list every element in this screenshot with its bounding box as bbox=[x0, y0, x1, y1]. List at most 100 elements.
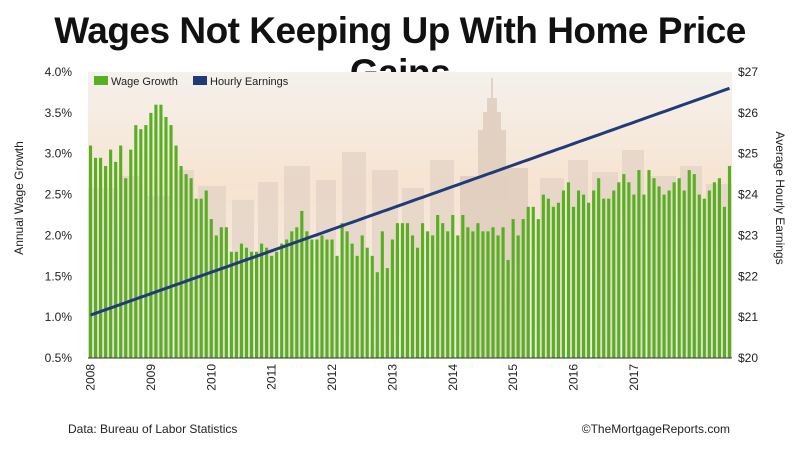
wage-growth-bar bbox=[556, 202, 560, 358]
wage-growth-bar bbox=[456, 235, 460, 358]
wage-growth-bar bbox=[244, 247, 249, 358]
wage-growth-bar bbox=[717, 178, 721, 358]
wage-growth-bar bbox=[627, 182, 631, 358]
wage-growth-bar bbox=[491, 227, 495, 358]
x-tick-label: 2013 bbox=[385, 364, 399, 391]
wage-growth-bar bbox=[340, 223, 344, 358]
wage-growth-bar bbox=[109, 149, 113, 358]
wage-growth-bar bbox=[551, 206, 555, 358]
wage-growth-bar bbox=[652, 178, 656, 358]
wage-growth-bars bbox=[88, 104, 732, 358]
wage-growth-bar bbox=[421, 223, 425, 358]
wage-growth-bar bbox=[722, 206, 727, 358]
wage-growth-bar bbox=[516, 235, 520, 358]
wage-growth-bar bbox=[184, 174, 188, 358]
wage-growth-bar bbox=[441, 223, 445, 358]
x-tick-label: 2008 bbox=[84, 364, 98, 391]
wage-growth-bar bbox=[571, 206, 576, 358]
wage-growth-bar bbox=[712, 182, 716, 358]
wage-growth-bar bbox=[234, 251, 238, 358]
wage-growth-bar bbox=[405, 223, 410, 358]
wage-growth-bar bbox=[597, 178, 601, 358]
y2-axis-label: Average Hourly Earnings bbox=[773, 131, 787, 264]
wage-growth-bar bbox=[672, 182, 676, 358]
wage-growth-bar bbox=[335, 255, 339, 358]
wage-growth-bar bbox=[561, 190, 566, 358]
x-tick-label: 2011 bbox=[265, 364, 279, 390]
wage-growth-bar bbox=[622, 174, 626, 358]
wage-growth-bar bbox=[144, 125, 148, 358]
wage-growth-bar bbox=[647, 170, 651, 358]
y2-tick-label: $26 bbox=[738, 106, 758, 120]
wage-growth-bar bbox=[275, 251, 279, 358]
wage-growth-bar bbox=[531, 206, 535, 358]
wage-growth-bar bbox=[496, 235, 500, 358]
wage-growth-bar bbox=[315, 239, 319, 358]
wage-growth-bar bbox=[209, 219, 213, 358]
wage-growth-bar bbox=[134, 125, 138, 358]
wage-growth-bar bbox=[310, 239, 314, 358]
wage-growth-bar bbox=[476, 223, 480, 358]
y-tick-label: 2.5% bbox=[45, 188, 73, 202]
y2-tick-label: $23 bbox=[738, 228, 758, 242]
wage-growth-bar bbox=[486, 231, 490, 358]
wage-growth-bar bbox=[541, 194, 545, 358]
x-tick-label: 2015 bbox=[506, 364, 520, 391]
y-axis-label: Annual Wage Growth bbox=[12, 141, 26, 255]
wage-growth-bar bbox=[546, 198, 550, 358]
wage-growth-bar bbox=[390, 239, 394, 358]
wage-growth-bar bbox=[149, 112, 153, 358]
wage-growth-bar bbox=[632, 194, 636, 358]
y2-tick-label: $27 bbox=[738, 65, 758, 79]
y-tick-label: 2.0% bbox=[45, 228, 73, 242]
x-tick-label: 2016 bbox=[567, 364, 581, 391]
wage-growth-bar bbox=[270, 255, 274, 358]
wage-growth-bar bbox=[662, 194, 666, 358]
wage-growth-bar bbox=[426, 231, 430, 358]
wage-growth-bar bbox=[280, 243, 284, 358]
wage-growth-bar bbox=[587, 202, 591, 358]
wage-growth-bar bbox=[612, 190, 616, 358]
wage-growth-bar bbox=[687, 170, 691, 358]
wage-growth-bar bbox=[400, 223, 405, 358]
wage-growth-bar bbox=[219, 227, 223, 358]
wage-growth-bar bbox=[501, 227, 505, 358]
wage-growth-bar bbox=[325, 239, 329, 358]
wage-growth-bar bbox=[592, 190, 596, 358]
wage-growth-bar bbox=[164, 116, 168, 358]
wage-growth-bar bbox=[461, 215, 465, 358]
wage-growth-bar bbox=[159, 104, 163, 358]
legend: Wage Growth Hourly Earnings bbox=[94, 76, 289, 88]
wage-growth-bar bbox=[602, 198, 606, 358]
wage-growth-bar bbox=[330, 239, 334, 358]
wage-growth-bar bbox=[229, 251, 233, 358]
legend-label-hourly-earnings: Hourly Earnings bbox=[210, 76, 289, 88]
wage-growth-bar bbox=[521, 219, 525, 358]
y-tick-label: 3.5% bbox=[45, 106, 73, 120]
wage-growth-bar bbox=[436, 215, 440, 358]
wage-growth-bar bbox=[707, 190, 711, 358]
wage-growth-bar bbox=[431, 235, 435, 358]
wage-growth-bar bbox=[295, 227, 299, 358]
wage-growth-bar bbox=[254, 251, 259, 358]
left-y-axis: 0.5% 1.0% 1.5% 2.0% 2.5% 3.0% 3.5% 4.0% bbox=[45, 65, 73, 365]
wage-growth-bar bbox=[350, 243, 354, 358]
wage-growth-bar bbox=[139, 129, 143, 358]
y-tick-label: 1.0% bbox=[45, 310, 73, 324]
x-axis: 2008 2009 2010 2011 2012 2013 2014 2015 2016 2017 bbox=[84, 364, 641, 391]
wage-growth-bar bbox=[692, 174, 696, 358]
wage-growth-bar bbox=[320, 235, 324, 358]
y-tick-label: 4.0% bbox=[45, 65, 73, 79]
wage-growth-bar bbox=[702, 198, 706, 358]
wage-growth-bar bbox=[657, 186, 661, 358]
x-tick-label: 2014 bbox=[446, 364, 460, 391]
x-tick-label: 2017 bbox=[627, 364, 641, 391]
wage-growth-bar bbox=[169, 125, 173, 358]
wage-growth-bar bbox=[481, 231, 485, 358]
wage-growth-bar bbox=[239, 243, 244, 358]
wage-growth-bar bbox=[607, 198, 611, 358]
wage-growth-bar bbox=[88, 145, 93, 358]
y2-tick-label: $24 bbox=[738, 188, 758, 202]
wage-growth-bar bbox=[305, 231, 309, 358]
